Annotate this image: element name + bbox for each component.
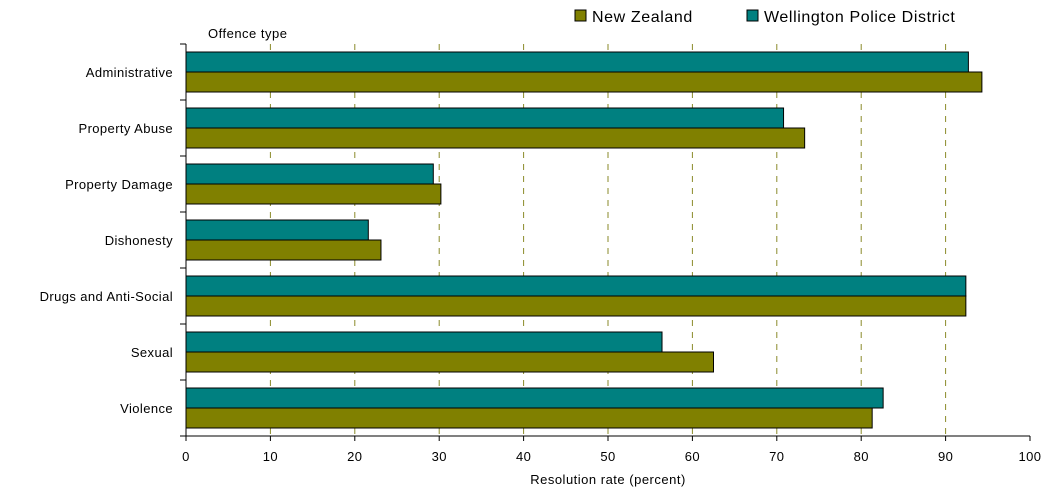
x-axis-title: Resolution rate (percent) (530, 472, 686, 487)
legend-swatch (574, 9, 587, 22)
legend-label: New Zealand (592, 9, 693, 26)
x-tick-label: 90 (938, 449, 953, 464)
bar (185, 351, 714, 373)
bar (185, 239, 382, 261)
x-tick-label: 20 (347, 449, 362, 464)
x-tick-label: 80 (854, 449, 869, 464)
x-tick-label: 0 (182, 449, 190, 464)
bar (185, 163, 434, 185)
category-label: Sexual (131, 345, 173, 360)
x-tick-label: 70 (769, 449, 784, 464)
bar (185, 387, 884, 409)
legend: New Zealand Wellington Police District (574, 9, 955, 26)
bar (185, 331, 663, 353)
bar (185, 127, 806, 149)
x-tick-label: 60 (685, 449, 700, 464)
legend-label: Wellington Police District (764, 9, 955, 26)
bar (185, 295, 967, 317)
bar (185, 219, 369, 241)
bar (185, 71, 983, 93)
bar (185, 107, 785, 129)
bar (185, 183, 442, 205)
category-label: Dishonesty (105, 233, 173, 248)
labels: Administrative Property Abuse Property Dam… (40, 65, 1042, 464)
bars (185, 51, 983, 429)
x-tick-label: 100 (1019, 449, 1042, 464)
x-tick-label: 30 (432, 449, 447, 464)
category-label: Administrative (86, 65, 173, 80)
x-tick-label: 40 (516, 449, 531, 464)
category-label: Violence (120, 401, 173, 416)
category-label: Property Abuse (79, 121, 174, 136)
x-tick-label: 50 (600, 449, 615, 464)
axes (180, 43, 1031, 441)
category-label: Drugs and Anti-Social (40, 289, 173, 304)
x-tick-label: 10 (263, 449, 278, 464)
y-axis-title: Offence type (208, 26, 287, 41)
legend-swatch (746, 9, 759, 22)
category-label: Property Damage (65, 177, 173, 192)
bar (185, 407, 873, 429)
bar (185, 275, 967, 297)
bar (185, 51, 969, 73)
